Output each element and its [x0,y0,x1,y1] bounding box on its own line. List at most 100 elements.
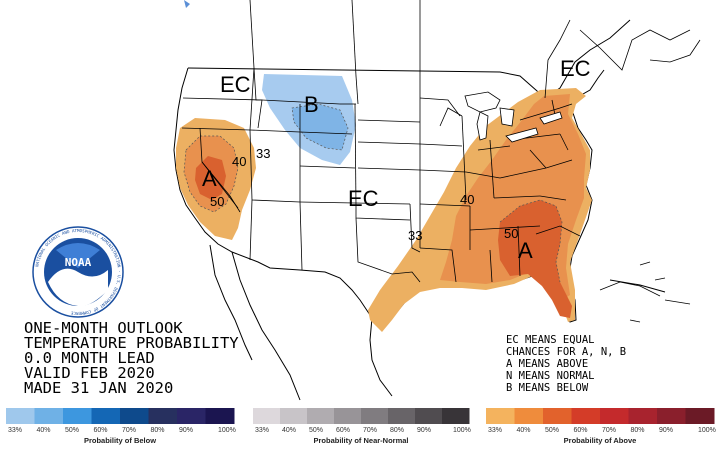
legend-above-tick-label: 33% [488,427,502,434]
mexico-west-coast [231,251,301,401]
legend-near-normal-tick-label: 33% [255,427,269,434]
legend-near-normal-swatch [415,408,443,424]
legend-below-tick-label: 80% [151,427,165,434]
label-contour-40-west: 40 [232,154,246,169]
noaa-bird-icon [56,243,100,268]
title-line-5: MADE 31 JAN 2020 [24,379,173,397]
label-contour-40-east: 40 [460,192,474,207]
legend-above-tick-label: 40% [517,427,531,434]
legend-near-normal-swatch [388,408,416,424]
legend-above-tick-label: 50% [545,427,559,434]
title-line-3: 0.0 MONTH LEAD [24,349,155,367]
legend-near-normal-swatch [307,408,335,424]
label-contour-33-west: 33 [256,146,270,161]
lake-superior [464,91,501,113]
legend-below-swatch [34,408,64,424]
legend-below: 33% 40% 50% 60% 70% 80% 90% 100% Probability of … [6,408,236,445]
legend-below-swatch [120,408,149,424]
legend-above-swatch [486,408,515,424]
contour-40-west [183,135,239,213]
key-line-5: B MEANS BELOW [506,382,589,394]
legend-above-tick-label: 60% [574,427,588,434]
legend-near-normal-tick-label: 80% [390,427,404,434]
legend-above-tick-label: 80% [631,427,645,434]
lake-fragment [184,0,190,8]
label-contour-33-east: 33 [408,228,422,243]
legend-near-normal: 33% 40% 50% 60% 70% 80% 90% 100% Probability of … [253,408,471,445]
title-block: ONE-MONTH OUTLOOK TEMPERATURE PROBABILIT… [24,319,239,397]
legend-below-swatch [91,408,121,424]
legend-above-swatch [685,408,715,424]
legend-above-tick-label: 70% [602,427,616,434]
noaa-wave-icon [48,268,108,307]
legend-below-tick-label: 100% [218,427,236,434]
legend-below-swatch [148,408,178,424]
key-line-2: CHANCES FOR A, N, B [506,346,626,358]
legend-near-normal-title: Probability of Near-Normal [313,436,408,445]
legend-below-swatch [63,408,92,424]
label-contour-50-east: 50 [504,226,518,241]
legend-near-normal-swatch [280,408,308,424]
title-line-1: ONE-MONTH OUTLOOK [24,319,183,337]
key-line-3: A MEANS ABOVE [506,358,588,370]
legend-near-normal-tick-label: 50% [309,427,323,434]
legend-below-title: Probability of Below [84,436,156,445]
legend-above-tick-label: 90% [659,427,673,434]
caribbean-islands [599,261,691,323]
above-50-east [498,200,572,318]
legend-near-normal-swatch [334,408,362,424]
legend-below-tick-label: 33% [8,427,22,434]
key-line-1: EC MEANS EQUAL [506,334,595,346]
contour-40-north [291,103,349,151]
legend-above-swatch [514,408,544,424]
legend-near-normal-swatch [253,408,281,424]
legend-above-swatch [628,408,658,424]
legend-near-normal-tick-label: 60% [336,427,350,434]
noaa-logo-name: NOAA [65,256,92,269]
key-line-4: N MEANS NORMAL [506,370,595,382]
noaa-logo: NOAA NATIONAL OCEANIC AND ATMOSPHERIC AD… [32,226,124,318]
legend-below-tick-label: 40% [37,427,51,434]
legend-below-swatch [6,408,35,424]
legend-below-tick-label: 90% [179,427,193,434]
legend-above-swatch [571,408,601,424]
lake-michigan [476,111,489,141]
baja-coast [209,244,253,361]
legend-above-tick-label: 100% [698,427,716,434]
label-contour-50-west: 50 [210,194,224,209]
legend-above-swatch [657,408,686,424]
above-50-west [195,156,226,200]
legend-near-normal-tick-label: 70% [363,427,377,434]
label-ec-west: EC [220,72,251,97]
title-line-2: TEMPERATURE PROBABILITY [24,334,239,352]
legend-below-swatch [205,408,235,424]
canada-province-borders [249,0,701,99]
legend-above-title: Probability of Above [564,436,637,445]
lake-huron [499,107,515,127]
legend-above-swatch [600,408,629,424]
legend-near-normal-tick-label: 90% [417,427,431,434]
label-a-west: A [202,166,217,191]
state-borders [181,67,581,283]
below-40-north [292,104,348,150]
legend-near-normal-tick-label: 100% [453,427,471,434]
legend-below-swatch [177,408,206,424]
label-ec-central: EC [348,186,379,211]
legend-above-swatch [543,408,572,424]
label-b-north: B [304,92,319,117]
legend-near-normal-swatch [442,408,470,424]
label-ec-northeast: EC [560,56,591,81]
legend-below-tick-label: 50% [65,427,79,434]
canada-border [187,19,631,99]
legend-below-tick-label: 60% [94,427,108,434]
legend-near-normal-tick-label: 40% [282,427,296,434]
lake-erie [505,127,539,143]
mexico-gulf-coast [369,317,393,397]
lake-ontario [539,111,563,125]
label-a-southeast: A [518,238,533,263]
key-block: EC MEANS EQUAL CHANCES FOR A, N, B A MEA… [506,334,626,394]
title-line-4: VALID FEB 2020 [24,364,155,382]
